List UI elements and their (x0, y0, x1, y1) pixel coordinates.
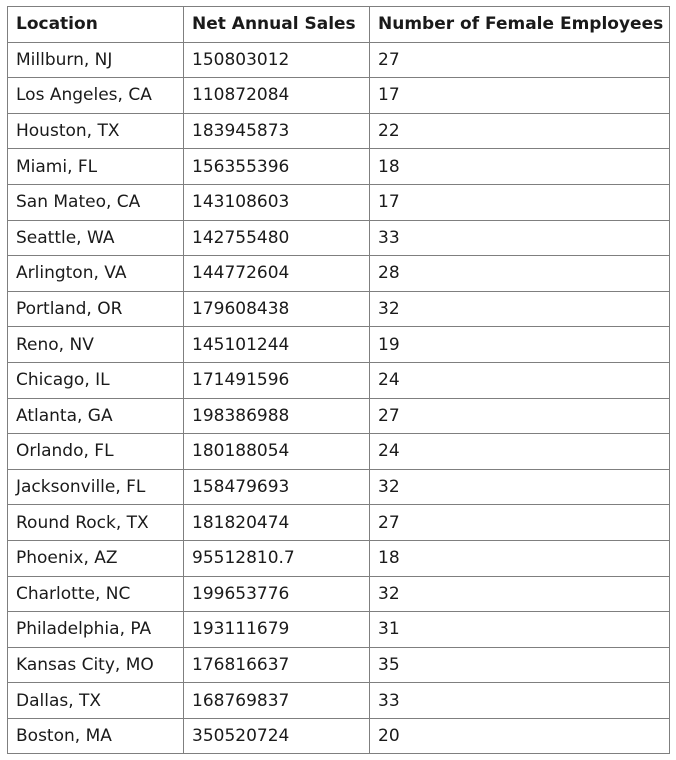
cell-female-employees: 32 (369, 575, 670, 613)
table-row: Round Rock, TX 181820474 27 (7, 504, 670, 541)
table-row: Jacksonville, FL 158479693 32 (7, 468, 670, 506)
cell-net-annual-sales: 183945873 (183, 112, 370, 150)
table-row: Portland, OR 179608438 32 (7, 290, 670, 328)
cell-female-employees: 28 (369, 255, 670, 292)
table-row: Seattle, WA 142755480 33 (7, 219, 670, 257)
cell-net-annual-sales: 350520724 (183, 717, 370, 755)
cell-location: Atlanta, GA (7, 397, 184, 435)
cell-location: Miami, FL (7, 148, 184, 185)
cell-net-annual-sales: 168769837 (183, 682, 370, 719)
table-row: Millburn, NJ 150803012 27 (7, 41, 670, 79)
cell-net-annual-sales: 143108603 (183, 183, 370, 221)
cell-net-annual-sales: 144772604 (183, 255, 370, 292)
table-row: San Mateo, CA 143108603 17 (7, 183, 670, 221)
cell-net-annual-sales: 193111679 (183, 611, 370, 648)
table-row: Atlanta, GA 198386988 27 (7, 397, 670, 435)
header-female-employees: Number of Female Employees (369, 6, 670, 43)
table-body: Millburn, NJ 150803012 27 Los Angeles, CA 11… (7, 41, 670, 755)
table-row: Charlotte, NC 199653776 32 (7, 575, 670, 613)
cell-female-employees: 18 (369, 148, 670, 185)
header-net-annual-sales: Net Annual Sales (183, 6, 370, 43)
cell-location: Houston, TX (7, 112, 184, 150)
table-row: Dallas, TX 168769837 33 (7, 682, 670, 719)
table-row: Philadelphia, PA 193111679 31 (7, 611, 670, 648)
cell-net-annual-sales: 198386988 (183, 397, 370, 435)
cell-location: Los Angeles, CA (7, 77, 184, 114)
table-row: Chicago, IL 171491596 24 (7, 361, 670, 399)
cell-location: Seattle, WA (7, 219, 184, 257)
cell-location: Dallas, TX (7, 682, 184, 719)
cell-net-annual-sales: 176816637 (183, 646, 370, 684)
cell-location: Chicago, IL (7, 361, 184, 399)
cell-net-annual-sales: 110872084 (183, 77, 370, 114)
cell-female-employees: 31 (369, 611, 670, 648)
cell-location: Arlington, VA (7, 255, 184, 292)
cell-location: Reno, NV (7, 326, 184, 363)
table-row: Houston, TX 183945873 22 (7, 112, 670, 150)
cell-location: Charlotte, NC (7, 575, 184, 613)
cell-location: Kansas City, MO (7, 646, 184, 684)
table-row: Arlington, VA 144772604 28 (7, 255, 670, 292)
cell-location: Round Rock, TX (7, 504, 184, 541)
table-row: Phoenix, AZ 95512810.7 18 (7, 539, 670, 577)
cell-female-employees: 32 (369, 468, 670, 506)
cell-female-employees: 27 (369, 504, 670, 541)
cell-location: Jacksonville, FL (7, 468, 184, 506)
cell-female-employees: 17 (369, 77, 670, 114)
cell-net-annual-sales: 158479693 (183, 468, 370, 506)
table-header: Location Net Annual Sales Number of Fema… (7, 6, 670, 43)
cell-location: Philadelphia, PA (7, 611, 184, 648)
cell-net-annual-sales: 95512810.7 (183, 539, 370, 577)
cell-location: Orlando, FL (7, 433, 184, 470)
cell-female-employees: 35 (369, 646, 670, 684)
cell-location: Portland, OR (7, 290, 184, 328)
table-row: Orlando, FL 180188054 24 (7, 433, 670, 470)
table-row: Miami, FL 156355396 18 (7, 148, 670, 185)
cell-net-annual-sales: 156355396 (183, 148, 370, 185)
cell-net-annual-sales: 199653776 (183, 575, 370, 613)
header-location: Location (7, 6, 184, 43)
cell-female-employees: 22 (369, 112, 670, 150)
table-row: Reno, NV 145101244 19 (7, 326, 670, 363)
cell-female-employees: 24 (369, 361, 670, 399)
cell-location: San Mateo, CA (7, 183, 184, 221)
cell-location: Millburn, NJ (7, 41, 184, 79)
cell-net-annual-sales: 180188054 (183, 433, 370, 470)
table-row: Los Angeles, CA 110872084 17 (7, 77, 670, 114)
header-row: Location Net Annual Sales Number of Fema… (7, 6, 670, 43)
cell-net-annual-sales: 179608438 (183, 290, 370, 328)
cell-net-annual-sales: 171491596 (183, 361, 370, 399)
cell-net-annual-sales: 142755480 (183, 219, 370, 257)
sales-employees-table: Location Net Annual Sales Number of Fema… (7, 6, 670, 755)
cell-female-employees: 24 (369, 433, 670, 470)
table-row: Kansas City, MO 176816637 35 (7, 646, 670, 684)
cell-location: Boston, MA (7, 717, 184, 755)
cell-female-employees: 17 (369, 183, 670, 221)
cell-female-employees: 19 (369, 326, 670, 363)
cell-location: Phoenix, AZ (7, 539, 184, 577)
table-row: Boston, MA 350520724 20 (7, 717, 670, 755)
cell-female-employees: 20 (369, 717, 670, 755)
cell-net-annual-sales: 145101244 (183, 326, 370, 363)
cell-female-employees: 27 (369, 397, 670, 435)
cell-female-employees: 33 (369, 682, 670, 719)
cell-female-employees: 33 (369, 219, 670, 257)
cell-female-employees: 27 (369, 41, 670, 79)
cell-female-employees: 18 (369, 539, 670, 577)
cell-female-employees: 32 (369, 290, 670, 328)
cell-net-annual-sales: 181820474 (183, 504, 370, 541)
cell-net-annual-sales: 150803012 (183, 41, 370, 79)
